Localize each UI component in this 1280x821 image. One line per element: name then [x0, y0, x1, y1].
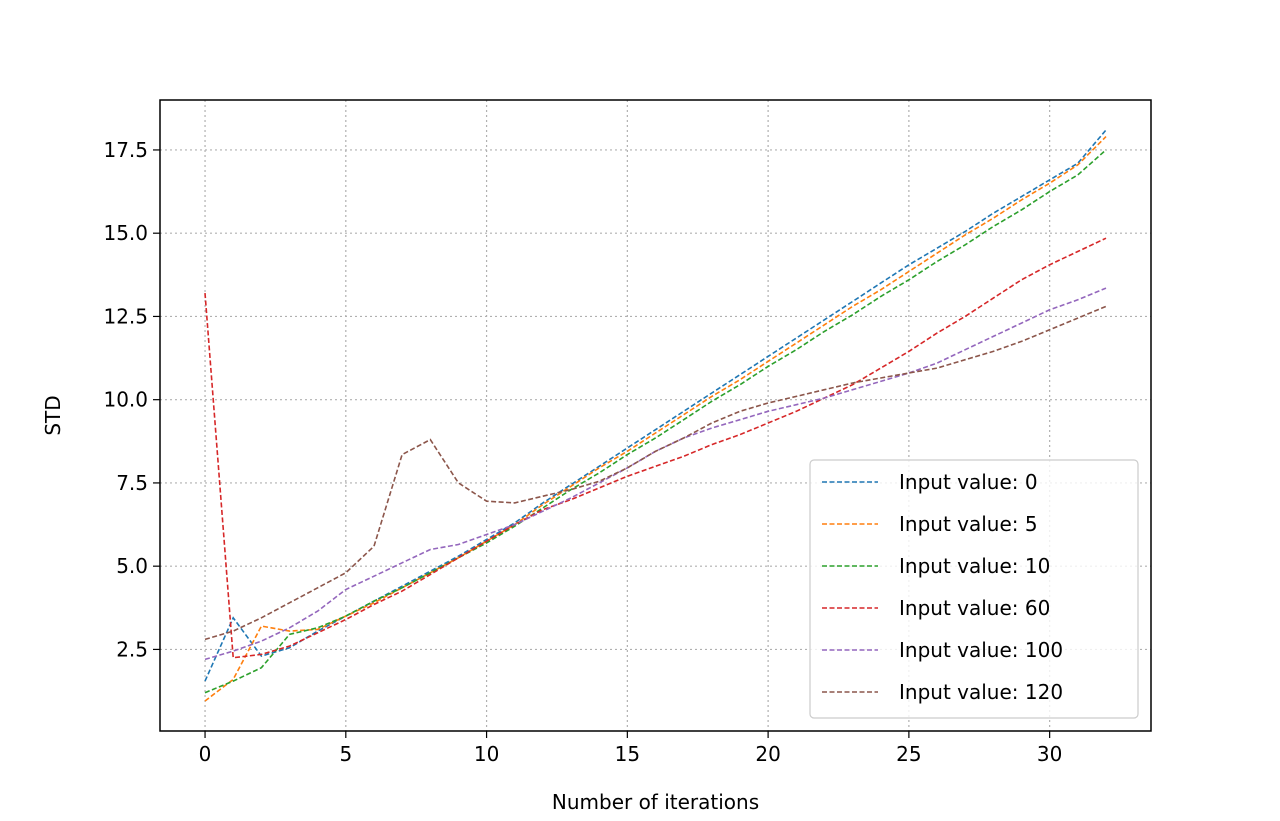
legend-label: Input value: 5	[899, 512, 1038, 536]
x-tick-label: 10	[474, 742, 499, 766]
legend-label: Input value: 60	[899, 596, 1050, 620]
legend-label: Input value: 10	[899, 554, 1050, 578]
y-tick-label: 7.5	[116, 471, 148, 495]
plot-area-frame	[159, 99, 1152, 732]
x-tick-label: 0	[199, 742, 212, 766]
legend-label: Input value: 0	[899, 470, 1038, 494]
grid-lines	[160, 100, 1151, 731]
x-tick-label: 5	[339, 742, 352, 766]
y-tick-label: 10.0	[103, 388, 148, 412]
series-line	[204, 305, 1107, 641]
x-tick-label: 30	[1037, 742, 1062, 766]
y-tick-label: 12.5	[103, 304, 148, 328]
legend-label: Input value: 100	[899, 638, 1063, 662]
y-axis-title: STD	[41, 395, 65, 435]
series-line	[204, 136, 1107, 702]
y-tick-label: 15.0	[103, 221, 148, 245]
x-tick-label: 15	[615, 742, 640, 766]
series-lines	[204, 129, 1107, 702]
series-line	[204, 149, 1107, 694]
legend-box	[809, 459, 1139, 719]
x-tick-label: 20	[755, 742, 780, 766]
x-tick-label: 25	[896, 742, 921, 766]
y-tick-label: 5.0	[116, 554, 148, 578]
x-axis-title: Number of iterations	[552, 790, 759, 814]
axis-ticks: 0 5 10 15 20 25 30 2.5 5.0 7.5 10.0 12.5 15.0 17.5	[103, 138, 1062, 766]
legend-label: Input value: 120	[899, 680, 1063, 704]
y-tick-label: 2.5	[116, 637, 148, 661]
legend: Input value: 0 Input value: 5 Input value:…	[809, 459, 1139, 719]
y-tick-label: 17.5	[103, 138, 148, 162]
series-line	[204, 237, 1107, 659]
